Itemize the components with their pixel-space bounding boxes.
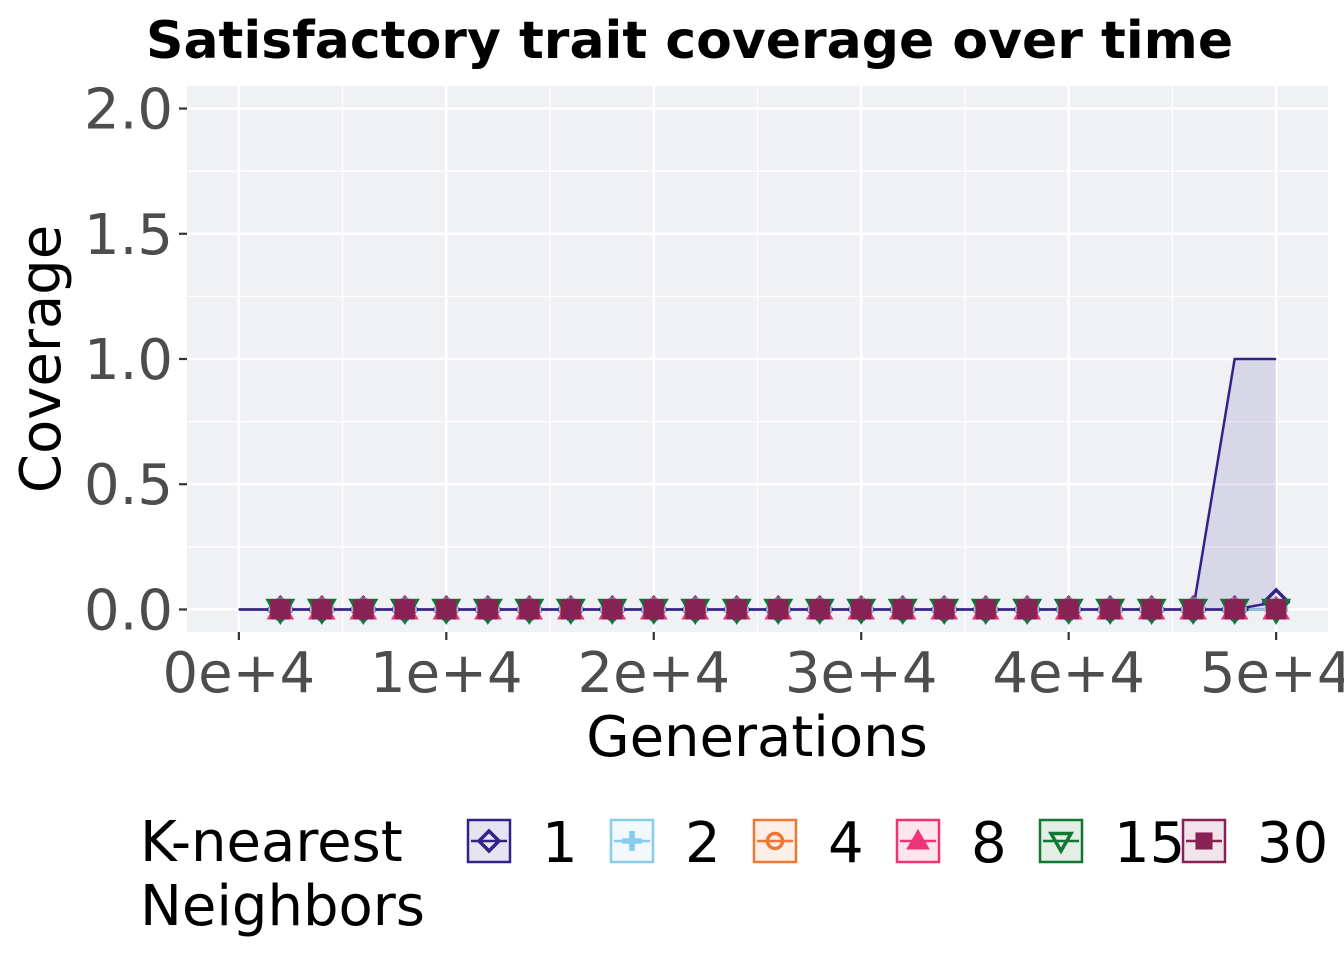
point-series-30 xyxy=(726,599,747,620)
legend-label: 8 xyxy=(971,811,1007,876)
y-tick-label: 1.0 xyxy=(84,328,173,393)
series-markers xyxy=(265,587,1292,625)
point-series-30 xyxy=(1183,599,1204,620)
point-series-30 xyxy=(1058,599,1079,620)
legend-label: 30 xyxy=(1257,811,1328,876)
point-series-30 xyxy=(353,599,374,620)
chart-title: Satisfactory trait coverage over time xyxy=(146,11,1233,71)
point-series-30 xyxy=(892,599,913,620)
legend-key-marker xyxy=(1047,831,1075,855)
point-series-30 xyxy=(643,599,664,620)
legend-label: 4 xyxy=(828,811,864,876)
point-series-30 xyxy=(394,599,415,620)
point-series-30 xyxy=(519,599,540,620)
legend-title-line-2: Neighbors xyxy=(140,874,425,939)
x-tick-label: 3e+4 xyxy=(785,641,938,706)
x-tick-label: 0e+4 xyxy=(163,641,316,706)
point-series-30 xyxy=(270,599,291,620)
point-series-30 xyxy=(768,599,789,620)
point-series-30 xyxy=(1141,599,1162,620)
point-series-30 xyxy=(602,599,623,620)
x-tick-label: 1e+4 xyxy=(370,641,523,706)
point-series-30 xyxy=(311,599,332,620)
legend-entry-15: 15 xyxy=(1038,811,1185,876)
y-tick-label: 1.5 xyxy=(84,203,173,268)
legend-entry-30: 30 xyxy=(1181,811,1328,876)
point-series-30 xyxy=(477,599,498,620)
point-series-30 xyxy=(685,599,706,620)
x-tick-label: 2e+4 xyxy=(577,641,730,706)
legend: K-nearest Neighbors 1 2 4 8 15 30 xyxy=(140,810,1328,939)
point-series-30 xyxy=(1100,599,1121,620)
legend-entries: 1 2 4 8 15 30 xyxy=(466,811,1328,876)
legend-key-marker xyxy=(906,828,930,850)
axis-ticks xyxy=(179,107,1278,640)
point-series-30 xyxy=(436,599,457,620)
y-tick-label: 2.0 xyxy=(84,78,173,143)
legend-label: 15 xyxy=(1114,811,1185,876)
legend-title: K-nearest Neighbors xyxy=(140,810,425,939)
legend-entry-2: 2 xyxy=(609,811,721,876)
legend-key-marker xyxy=(476,828,502,854)
point-series-30 xyxy=(809,599,830,620)
legend-entry-4: 4 xyxy=(752,811,864,876)
y-tick-label: 0.5 xyxy=(84,453,173,518)
legend-label: 2 xyxy=(685,811,721,876)
point-series-30 xyxy=(975,599,996,620)
legend-label: 1 xyxy=(542,811,578,876)
x-tick-label: 4e+4 xyxy=(992,641,1145,706)
y-tick-label: 0.0 xyxy=(84,578,173,643)
y-axis-title: Coverage xyxy=(9,225,74,493)
legend-title-line-1: K-nearest xyxy=(140,810,403,875)
legend-entry-1: 1 xyxy=(466,811,578,876)
legend-key-marker xyxy=(1195,832,1213,850)
x-tick-label: 5e+4 xyxy=(1200,641,1344,706)
point-series-30 xyxy=(851,599,872,620)
legend-entry-8: 8 xyxy=(895,811,1007,876)
x-tick-labels: 0e+4 1e+4 2e+4 3e+4 4e+4 5e+4 xyxy=(163,641,1344,706)
y-tick-labels: 0.0 0.5 1.0 1.5 2.0 xyxy=(84,78,173,644)
legend-key-marker xyxy=(622,831,642,851)
point-series-30 xyxy=(560,599,581,620)
point-series-30 xyxy=(1224,599,1245,620)
x-axis-title: Generations xyxy=(586,705,928,770)
point-series-30 xyxy=(934,599,955,620)
legend-key-marker xyxy=(765,831,785,851)
point-series-30 xyxy=(1266,599,1287,620)
point-series-30 xyxy=(1017,599,1038,620)
